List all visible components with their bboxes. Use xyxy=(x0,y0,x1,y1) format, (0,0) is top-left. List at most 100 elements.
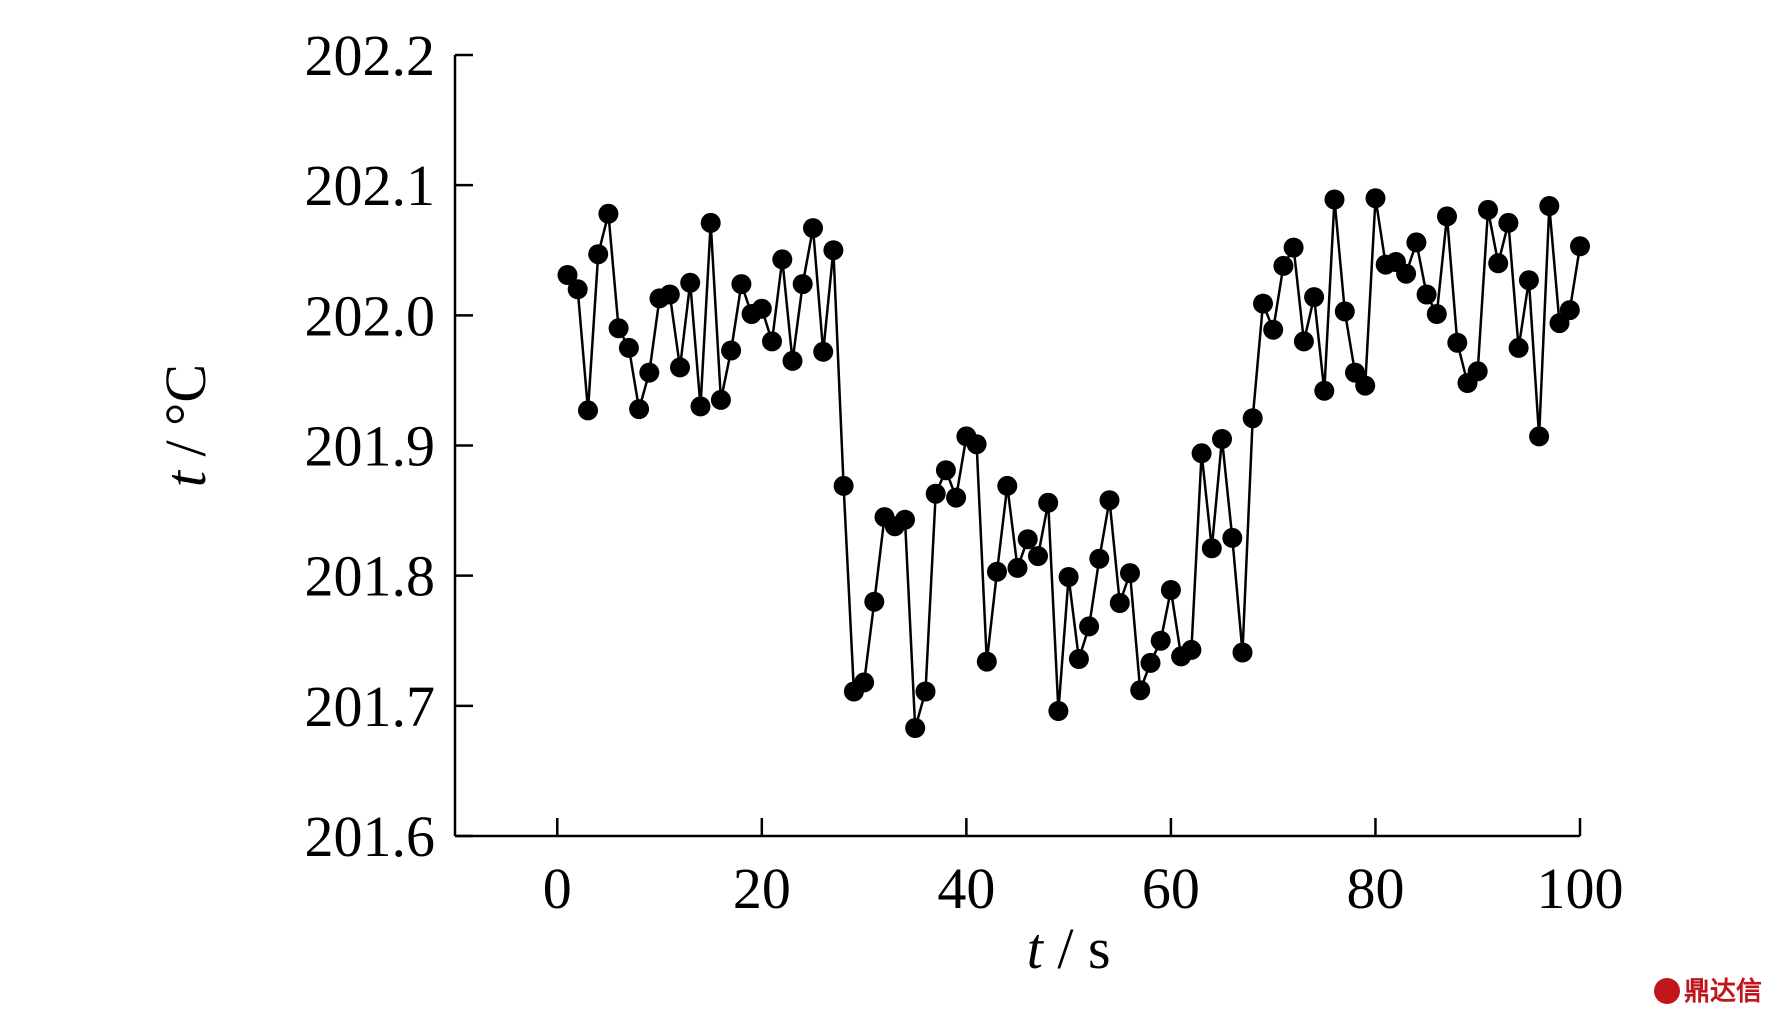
data-point xyxy=(567,279,588,300)
data-point xyxy=(1099,490,1120,511)
data-point xyxy=(1314,380,1335,401)
data-point xyxy=(1508,337,1529,358)
x-tick-label: 40 xyxy=(937,856,995,921)
y-axis-title: t / °C xyxy=(153,364,218,487)
data-point xyxy=(1447,332,1468,353)
data-point xyxy=(588,244,609,265)
data-point xyxy=(864,591,885,612)
data-point xyxy=(895,509,915,530)
series-line xyxy=(566,196,1582,730)
data-point xyxy=(670,357,690,378)
data-point xyxy=(690,396,711,417)
data-point xyxy=(1150,630,1171,651)
data-point xyxy=(823,240,844,261)
data-point xyxy=(639,362,660,383)
y-tick-label: 201.7 xyxy=(305,674,436,739)
data-point xyxy=(976,651,997,672)
data-point xyxy=(1478,199,1498,220)
data-point xyxy=(854,672,875,693)
data-point xyxy=(1437,206,1457,227)
data-point xyxy=(578,400,598,421)
data-point xyxy=(1120,563,1140,584)
data-point xyxy=(1222,527,1243,548)
data-point xyxy=(1273,255,1294,276)
data-point xyxy=(946,487,967,508)
data-point xyxy=(1488,253,1509,274)
data-point xyxy=(1498,212,1519,233)
data-point xyxy=(629,399,650,420)
y-tick-label: 202.1 xyxy=(305,153,436,218)
data-point xyxy=(1028,546,1048,567)
data-point xyxy=(1529,426,1550,447)
data-point xyxy=(1201,538,1222,559)
data-point xyxy=(1324,189,1345,210)
data-point xyxy=(925,483,946,504)
x-tick-label: 80 xyxy=(1346,856,1404,921)
data-point xyxy=(1559,300,1580,321)
data-point xyxy=(1293,331,1314,352)
x-tick-label: 100 xyxy=(1537,856,1624,921)
data-point xyxy=(659,284,680,305)
watermark: 鼎达信 xyxy=(1653,971,1762,1008)
data-point xyxy=(618,337,639,358)
data-point xyxy=(762,331,782,352)
data-point xyxy=(772,249,793,270)
y-tick-label: 201.9 xyxy=(305,414,436,479)
data-point xyxy=(1048,701,1069,721)
data-point xyxy=(1416,284,1437,305)
data-point xyxy=(1181,639,1202,660)
data-point xyxy=(966,434,987,455)
x-ticks: 0 20 40 60 80 100 xyxy=(543,818,1624,921)
data-point xyxy=(915,681,936,702)
data-point xyxy=(1089,548,1110,569)
data-point xyxy=(1467,361,1488,382)
data-series xyxy=(557,188,1590,738)
data-point xyxy=(813,341,834,362)
y-tick-label: 201.8 xyxy=(305,544,436,609)
data-point xyxy=(803,218,823,239)
watermark-logo-icon xyxy=(1653,978,1680,1004)
data-point xyxy=(987,561,1007,582)
data-point xyxy=(1426,304,1447,324)
data-point xyxy=(1079,616,1100,637)
data-point xyxy=(1355,375,1376,396)
data-point xyxy=(833,475,854,496)
x-tick-label: 0 xyxy=(543,856,572,921)
data-point xyxy=(1130,680,1151,701)
data-point xyxy=(1334,301,1355,322)
data-point xyxy=(1007,557,1028,578)
data-point xyxy=(1212,429,1232,449)
data-point xyxy=(1109,593,1130,613)
data-point xyxy=(997,475,1018,496)
data-point xyxy=(1242,408,1263,429)
data-point xyxy=(1304,287,1325,308)
axes xyxy=(453,55,1580,838)
data-point xyxy=(1539,196,1560,216)
data-point xyxy=(1570,236,1590,257)
data-point xyxy=(1253,293,1273,314)
y-ticks: 201.6 201.7 201.8 201.9 202.0 202.1 202.2 xyxy=(305,23,473,869)
data-point xyxy=(1140,652,1161,673)
data-point xyxy=(608,318,629,339)
data-point xyxy=(1038,492,1059,513)
data-point xyxy=(1068,649,1089,669)
data-point xyxy=(557,265,578,285)
data-point xyxy=(1283,237,1304,258)
data-point xyxy=(751,298,772,319)
data-point xyxy=(1191,443,1212,464)
watermark-text: 鼎达信 xyxy=(1683,977,1762,1007)
data-point xyxy=(1160,580,1181,600)
data-point xyxy=(782,350,803,371)
data-point xyxy=(710,389,731,410)
x-axis-title: t / s xyxy=(1027,916,1111,981)
data-point xyxy=(1017,529,1038,550)
data-point xyxy=(1365,188,1386,209)
y-tick-label: 201.6 xyxy=(305,804,436,869)
y-tick-label: 202.0 xyxy=(305,283,436,348)
data-point xyxy=(721,340,742,361)
data-point xyxy=(792,274,813,295)
x-tick-label: 60 xyxy=(1142,856,1200,921)
data-point xyxy=(1406,232,1427,253)
x-tick-label: 20 xyxy=(733,856,791,921)
